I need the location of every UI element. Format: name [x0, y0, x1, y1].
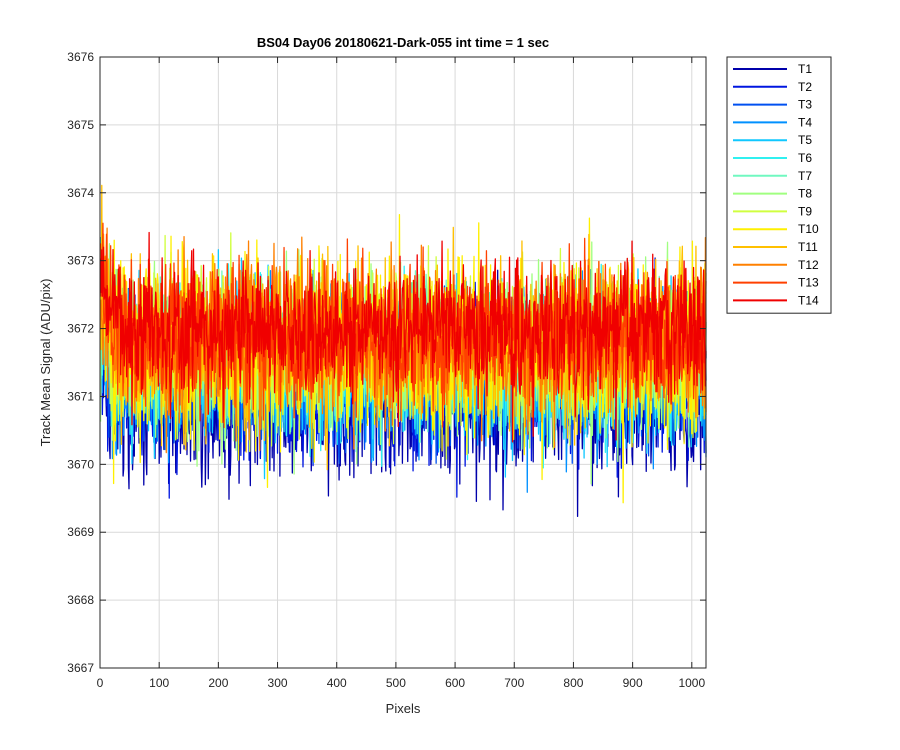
series-line-t14	[99, 231, 707, 443]
legend-label: T6	[798, 151, 812, 165]
legend-item-t3[interactable]: T3	[733, 98, 812, 112]
y-axis-title: Track Mean Signal (ADU/pix)	[38, 279, 53, 447]
legend-label: T5	[798, 133, 812, 147]
y-tick-label: 3671	[67, 389, 94, 403]
legend-label: T10	[798, 222, 819, 236]
x-tick-label: 900	[623, 676, 643, 690]
x-tick-label: 800	[563, 676, 583, 690]
legend-item-t2[interactable]: T2	[733, 80, 812, 94]
y-tick-label: 3673	[67, 254, 94, 268]
x-tick-label: 400	[327, 676, 347, 690]
legend-item-t5[interactable]: T5	[733, 133, 812, 147]
y-tick-label: 3667	[67, 661, 94, 675]
legend-label: T1	[798, 62, 812, 76]
legend-label: T4	[798, 115, 812, 129]
legend-item-t9[interactable]: T9	[733, 204, 812, 218]
x-tick-label: 1000	[678, 676, 705, 690]
x-tick-label: 300	[268, 676, 288, 690]
x-tick-label: 500	[386, 676, 406, 690]
y-tick-label: 3669	[67, 525, 94, 539]
legend-label: T11	[798, 240, 818, 254]
legend-label: T9	[798, 204, 812, 218]
legend-item-t13[interactable]: T13	[733, 276, 819, 290]
y-tick-label: 3674	[67, 186, 94, 200]
legend-label: T7	[798, 169, 812, 183]
legend-label: T2	[798, 80, 812, 94]
legend-item-t7[interactable]: T7	[733, 169, 812, 183]
y-tick-label: 3670	[67, 457, 94, 471]
legend-item-t8[interactable]: T8	[733, 187, 812, 201]
x-tick-label: 200	[208, 676, 228, 690]
legend-item-t11[interactable]: T11	[733, 240, 818, 254]
legend-label: T13	[798, 276, 819, 290]
legend-label: T8	[798, 187, 812, 201]
x-axis-title: Pixels	[386, 701, 421, 716]
series-lines	[99, 184, 707, 518]
legend-item-t12[interactable]: T12	[733, 258, 819, 272]
legend-box	[726, 56, 832, 314]
y-tick-label: 3676	[67, 50, 94, 64]
legend-item-t10[interactable]: T10	[733, 222, 819, 236]
axis-ticks: 0 100 200 300 400 500 600 700 800 900 1000 3667 3668…	[67, 50, 706, 690]
legend-item-t4[interactable]: T4	[733, 115, 812, 129]
x-tick-label: 700	[504, 676, 524, 690]
y-tick-label: 3668	[67, 593, 94, 607]
x-tick-label: 0	[97, 676, 104, 690]
plot-frame	[99, 56, 707, 669]
y-tick-label: 3675	[67, 118, 94, 132]
legend-item-t1[interactable]: T1	[733, 62, 812, 76]
x-tick-label: 100	[149, 676, 169, 690]
legend-item-t6[interactable]: T6	[733, 151, 812, 165]
legend-label: T3	[798, 98, 812, 112]
legend-item-t14[interactable]: T14	[733, 293, 819, 307]
legend-label: T14	[798, 293, 819, 307]
x-tick-label: 600	[445, 676, 465, 690]
chart-title: BS04 Day06 20180621-Dark-055 int time = …	[257, 35, 549, 50]
legend[interactable]: T1 T2 T3 T4 T5 T6 T7 T8 T9 T10 T11 T12 T13 T14	[726, 56, 832, 314]
y-tick-label: 3672	[67, 322, 94, 336]
plot-area: 0 100 200 300 400 500 600 700 800 900 1000 3667 3668…	[67, 50, 707, 690]
legend-label: T12	[798, 258, 819, 272]
